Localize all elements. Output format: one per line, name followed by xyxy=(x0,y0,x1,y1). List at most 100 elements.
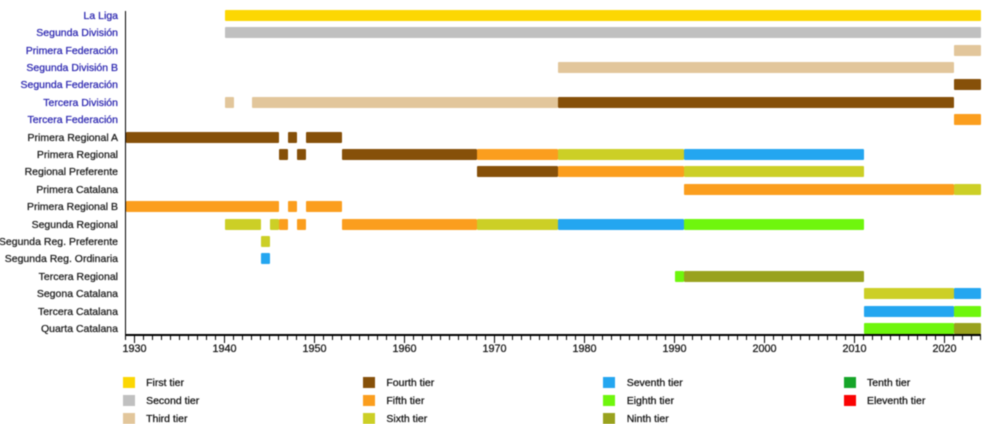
x-axis-minor-tick xyxy=(142,336,145,340)
legend-label-t1: First tier xyxy=(146,376,185,389)
x-axis-minor-tick xyxy=(871,336,874,340)
x-axis-minor-tick xyxy=(322,336,325,340)
row-label-segona-catalana: Segona Catalana xyxy=(36,288,118,301)
x-axis-minor-tick xyxy=(160,336,163,340)
row-label-tercera-federaci-n[interactable]: Tercera Federación xyxy=(27,114,118,127)
x-axis-minor-tick xyxy=(610,336,613,340)
x-axis-minor-tick xyxy=(187,336,190,340)
bar-quarta-catalana-2021-2024 xyxy=(953,323,981,334)
x-axis-minor-tick xyxy=(772,336,775,340)
bar-regional-preferente-1977-1991 xyxy=(557,166,684,178)
bar-segunda-reg-ordinaria-1944-1945 xyxy=(260,253,270,265)
x-axis-year-label-1990: 1990 xyxy=(662,342,687,355)
x-axis-line xyxy=(124,334,981,336)
x-axis-minor-tick xyxy=(340,336,343,340)
x-axis-major-tick xyxy=(133,336,136,343)
x-axis-minor-tick xyxy=(349,336,352,340)
x-axis-minor-tick xyxy=(466,336,469,340)
x-axis-year-label-1930: 1930 xyxy=(122,342,147,355)
x-axis-minor-tick xyxy=(394,336,397,340)
row-label-segunda-regional: Segunda Regional xyxy=(31,218,118,231)
legend-swatch-t4 xyxy=(362,377,375,388)
x-axis-major-tick xyxy=(673,336,676,343)
row-label-segunda-reg-ordinaria: Segunda Reg. Ordinaria xyxy=(4,253,119,266)
x-axis-minor-tick xyxy=(277,336,280,340)
row-label-segunda-divisi-n-b[interactable]: Segunda División B xyxy=(26,62,118,74)
row-label-primera-federaci-n[interactable]: Primera Federación xyxy=(25,44,118,57)
x-axis-minor-tick xyxy=(268,336,271,340)
x-axis-major-tick xyxy=(493,336,496,343)
x-axis-minor-tick xyxy=(619,336,622,340)
x-axis-minor-tick xyxy=(880,336,883,340)
row-label-primera-regional-b: Primera Regional B xyxy=(26,201,118,214)
x-axis-minor-tick xyxy=(844,336,847,340)
bar-primera-regional-a-1949-1953 xyxy=(305,131,342,143)
x-axis-minor-tick xyxy=(961,336,964,340)
x-axis-minor-tick xyxy=(304,336,307,340)
x-axis-year-label-1960: 1960 xyxy=(392,342,417,355)
x-axis-minor-tick xyxy=(700,336,703,340)
row-label-regional-preferente: Regional Preferente xyxy=(24,166,118,179)
legend-label-t4: Fourth tier xyxy=(386,376,435,389)
x-axis-minor-tick xyxy=(727,336,730,340)
x-axis-minor-tick xyxy=(430,336,433,340)
row-label-la-liga[interactable]: La Liga xyxy=(83,9,118,22)
bar-primera-catalana-2021-2024 xyxy=(953,183,981,195)
bar-segona-catalana-2021-2024 xyxy=(953,288,981,300)
x-axis-major-tick xyxy=(403,336,406,343)
x-axis-minor-tick xyxy=(655,336,658,340)
bar-primera-federaci-n-2021-2024 xyxy=(953,44,981,56)
x-axis-major-tick xyxy=(313,336,316,343)
bar-primera-regional-1977-1991 xyxy=(557,149,684,160)
row-label-segunda-divisi-n[interactable]: Segunda División xyxy=(36,27,118,40)
x-axis-minor-tick xyxy=(889,336,892,340)
x-axis-minor-tick xyxy=(979,336,982,340)
x-axis-minor-tick xyxy=(178,336,181,340)
legend-label-t10: Tenth tier xyxy=(867,376,911,389)
legend-swatch-t3 xyxy=(122,413,135,424)
bar-tercera-regional-1990-1991 xyxy=(674,270,684,282)
legend-label-t11: Eleventh tier xyxy=(867,394,926,407)
x-axis-minor-tick xyxy=(925,336,928,340)
bar-quarta-catalana-2011-2021 xyxy=(863,323,954,334)
bar-primera-regional-b-1949-1953 xyxy=(305,201,342,213)
row-label-primera-catalana: Primera Catalana xyxy=(36,183,118,196)
legend-label-t5: Fifth tier xyxy=(386,394,425,407)
x-axis-minor-tick xyxy=(916,336,919,340)
x-axis-minor-tick xyxy=(601,336,604,340)
legend-swatch-t1 xyxy=(122,377,135,388)
x-axis-minor-tick xyxy=(367,336,370,340)
bar-primera-regional-1948-1949 xyxy=(296,149,306,160)
x-axis-minor-tick xyxy=(520,336,523,340)
legend-label-t3: Third tier xyxy=(146,412,188,424)
x-axis-minor-tick xyxy=(781,336,784,340)
x-axis-minor-tick xyxy=(196,336,199,340)
legend-swatch-t10 xyxy=(843,377,856,388)
x-axis-minor-tick xyxy=(421,336,424,340)
bar-primera-regional-b-1947-1948 xyxy=(287,201,297,213)
x-axis-minor-tick xyxy=(214,336,217,340)
x-axis-minor-tick xyxy=(736,336,739,340)
bar-segunda-regional-1991-2011 xyxy=(683,218,864,230)
x-axis-minor-tick xyxy=(151,336,154,340)
bar-primera-regional-1946-1947 xyxy=(278,149,288,160)
bar-primera-regional-b-1929-1946 xyxy=(125,201,279,213)
bar-tercera-divisi-n-1943-1977 xyxy=(251,96,558,108)
x-axis-year-label-1940: 1940 xyxy=(212,342,237,355)
x-axis-year-label-2000: 2000 xyxy=(752,342,777,355)
bar-tercera-catalana-2011-2021 xyxy=(863,305,954,317)
x-axis-minor-tick xyxy=(169,336,172,340)
legend-label-t7: Seventh tier xyxy=(626,376,683,389)
row-label-tercera-divisi-n[interactable]: Tercera División xyxy=(43,96,118,109)
x-axis-major-tick xyxy=(763,336,766,343)
legend-swatch-t6 xyxy=(362,413,375,424)
row-label-segunda-federaci-n[interactable]: Segunda Federación xyxy=(20,79,118,92)
x-axis-minor-tick xyxy=(709,336,712,340)
x-axis-minor-tick xyxy=(664,336,667,340)
bar-segunda-reg-preferente-1944-1945 xyxy=(260,236,270,247)
bar-primera-regional-1968-1977 xyxy=(476,149,558,160)
bar-segunda-divisi-n-1940-2024 xyxy=(224,27,981,39)
x-axis-minor-tick xyxy=(331,336,334,340)
bar-tercera-federaci-n-2021-2024 xyxy=(953,114,981,126)
